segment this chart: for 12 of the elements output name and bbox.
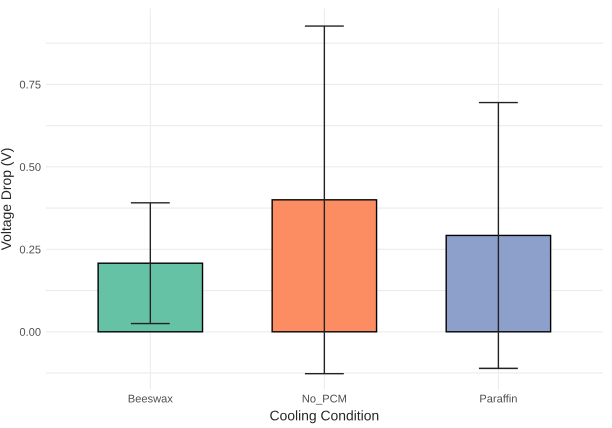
x-axis-title: Cooling Condition bbox=[270, 410, 378, 424]
y-tick-label: 0.75 bbox=[20, 80, 41, 89]
x-tick-label: Beeswax bbox=[128, 394, 173, 403]
y-tick-label: 0.00 bbox=[20, 328, 41, 336]
y-axis-title: Voltage Drop (V) bbox=[0, 148, 14, 250]
bar bbox=[97, 262, 204, 332]
y-tick-label: 0.25 bbox=[20, 246, 41, 254]
x-tick-label: No_PCM bbox=[302, 394, 346, 405]
bar bbox=[271, 199, 378, 332]
bar bbox=[445, 234, 552, 332]
x-tick-label: Paraffin bbox=[480, 394, 517, 403]
y-tick-label: 0.50 bbox=[20, 163, 41, 171]
